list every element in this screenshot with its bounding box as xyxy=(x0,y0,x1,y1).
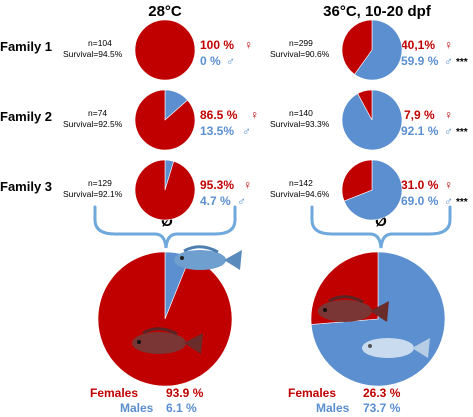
mean-36c-males-text: Males xyxy=(316,401,350,415)
family-2-28c-female-symbol: ♀ xyxy=(250,108,259,122)
family-label-3: Family 3 xyxy=(0,179,52,194)
family-1-36c-male-label: 59.9 % xyxy=(401,54,439,68)
family-3-28c-n: n=129 xyxy=(88,178,112,188)
family-3-36c-pie-male-slice xyxy=(343,159,403,221)
mean-28c-females-text: Females xyxy=(90,386,138,400)
bracket-28c xyxy=(93,205,237,249)
fish-male-illustration-right xyxy=(362,338,430,358)
family-2-28c-pie-female-slice xyxy=(134,89,196,151)
family-2-36c-n: n=140 xyxy=(289,108,313,118)
family-2-36c-female-label: 7,9 % xyxy=(404,108,435,122)
family-3-28c-male-label: 4.7 % xyxy=(200,194,231,208)
family-3-28c-pie-female-slice xyxy=(134,159,196,221)
family-1-28c-survival: Survival=94.5% xyxy=(63,49,123,59)
family-1-28c-n: n=104 xyxy=(88,38,112,48)
family-1-28c-male-label: 0 % xyxy=(200,54,221,68)
family-2-36c-survival: Survival=93.3% xyxy=(270,119,330,129)
mean-36c-males-value: 73.7 % xyxy=(363,401,401,415)
family-3-36c-pie-female-slice xyxy=(341,159,373,202)
mean-28c-females-value: 93.9 % xyxy=(166,386,204,400)
family-1-36c-pie-female-slice xyxy=(341,19,373,75)
family-1-36c-female-label: 40,1% xyxy=(401,38,435,52)
family-2-28c-survival: Survival=92.5% xyxy=(63,119,123,129)
family-3-36c-female-symbol: ♀ xyxy=(444,178,453,192)
mean-36c-females-text: Females xyxy=(288,386,336,400)
family-3-28c-female-symbol: ♀ xyxy=(243,178,252,192)
family-2-28c-female-label: 86.5 % xyxy=(200,108,238,122)
fish-male-illustration-top xyxy=(174,245,242,270)
family-3-28c-survival: Survival=92.1% xyxy=(63,189,123,199)
fish-female-illustration-left xyxy=(132,327,203,354)
family-1-36c-significance: *** xyxy=(456,57,468,68)
family-1-36c-survival: Survival=90.6% xyxy=(270,49,330,59)
family-2-28c-male-label: 13.5% xyxy=(200,124,234,138)
family-2-36c-female-symbol: ♀ xyxy=(444,108,453,122)
family-3-36c-female-label: 31.0 % xyxy=(401,178,439,192)
family-3-36c-survival: Survival=94.6% xyxy=(270,189,330,199)
family-1-28c-female-symbol: ♀ xyxy=(244,38,253,52)
family-1-28c-pie-female-slice xyxy=(134,19,196,81)
mean-36c-females-value: 26.3 % xyxy=(363,386,401,400)
family-3-36c-male-label: 69.0 % xyxy=(401,194,439,208)
family-3-36c-n: n=142 xyxy=(289,178,313,188)
family-3-28c-male-symbol: ♂ xyxy=(237,194,246,208)
family-3-36c-male-symbol: ♂ xyxy=(444,194,453,208)
family-3-28c-female-label: 95.3% xyxy=(200,178,234,192)
family-3-36c-significance: *** xyxy=(456,197,468,208)
bracket-36c xyxy=(310,205,452,249)
family-1-36c-male-symbol: ♂ xyxy=(444,54,453,68)
family-2-36c-male-label: 92.1 % xyxy=(401,124,439,138)
family-2-36c-male-symbol: ♂ xyxy=(444,124,453,138)
family-label-1: Family 1 xyxy=(0,39,52,54)
family-1-28c-female-label: 100 % xyxy=(200,38,234,52)
mean-28c-pie-female-slice xyxy=(97,251,233,387)
family-1-36c-n: n=299 xyxy=(289,38,313,48)
family-2-28c-male-symbol: ♂ xyxy=(242,124,251,138)
family-2-28c-n: n=74 xyxy=(88,108,107,118)
family-1-36c-pie-male-slice xyxy=(354,19,403,81)
family-1-28c-male-symbol: ♂ xyxy=(226,54,235,68)
condition-header-28c: 28°C xyxy=(148,3,182,20)
family-label-2: Family 2 xyxy=(0,109,52,124)
family-2-36c-pie-female-slice xyxy=(357,89,373,121)
family-2-36c-significance: *** xyxy=(456,127,468,138)
mean-28c-males-value: 6.1 % xyxy=(166,401,197,415)
condition-header-36c: 36°C, 10-20 dpf xyxy=(323,3,432,20)
mean-28c-males-text: Males xyxy=(120,401,154,415)
fish-female-illustration-right xyxy=(318,295,389,322)
family-1-36c-female-symbol: ♀ xyxy=(444,38,453,52)
